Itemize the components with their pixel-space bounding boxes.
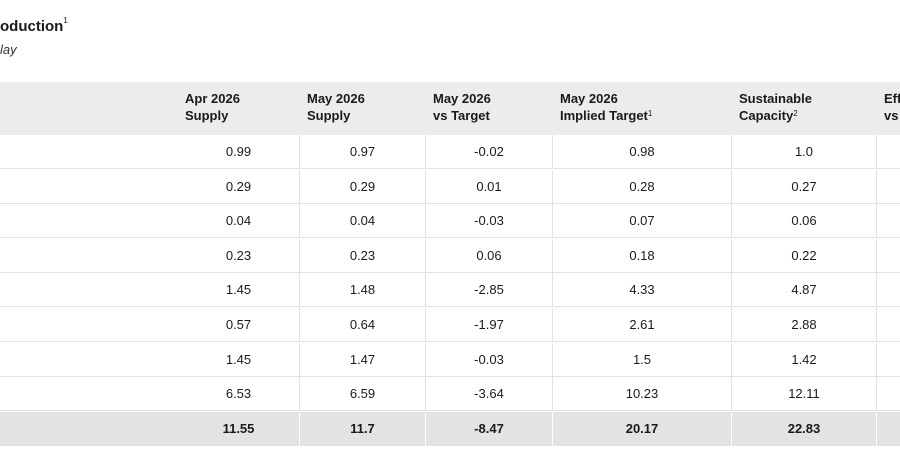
column-header: May 2026 Implied Target1: [560, 90, 652, 124]
table-cell: 1.48: [300, 273, 426, 308]
table-cell-empty: [877, 273, 900, 308]
table-cell: 0.06: [426, 238, 553, 273]
table-cell: 0.07: [553, 204, 732, 239]
table-cell: -3.64: [426, 377, 553, 412]
table-cell: 0.27: [732, 169, 877, 204]
header-line: Supply: [185, 108, 229, 123]
column-header: May 2026 Supply: [307, 90, 365, 124]
column-header: Eff vs: [884, 90, 900, 124]
row-separator: [0, 271, 178, 273]
table-cell-empty: [877, 343, 900, 377]
header-line: Supply: [307, 108, 351, 123]
table-cell: 1.45: [178, 273, 300, 308]
table-cell: -1.97: [426, 308, 553, 342]
header-footnote: 1: [647, 109, 653, 118]
table-cell: 0.57: [178, 308, 300, 342]
table-cell: -0.03: [426, 204, 553, 239]
table-cell: 22.83: [732, 412, 877, 446]
table-cell-empty: [877, 170, 900, 204]
table-cell: -0.02: [426, 135, 553, 169]
table-cell: 1.5: [553, 342, 732, 377]
header-background: [0, 82, 900, 135]
header-line: vs: [884, 108, 899, 123]
header-footnote: 2: [793, 109, 798, 118]
table-cell: 10.23: [553, 377, 732, 412]
row-separator: [0, 375, 178, 377]
table-cell: 0.23: [178, 238, 300, 273]
table-cell: 0.99: [178, 135, 300, 169]
header-line: Apr 2026: [185, 91, 240, 106]
table-cell: 4.87: [732, 273, 877, 308]
column-header: May 2026 vs Target: [433, 90, 491, 124]
table-cell-empty: [877, 204, 900, 239]
table-cell: 0.23: [300, 238, 426, 273]
row-separator: [0, 168, 178, 169]
title-footnote: 1: [63, 16, 68, 25]
table-cell: 0.18: [553, 238, 732, 273]
table-cell: 20.17: [553, 412, 732, 446]
table-cell: -8.47: [426, 412, 553, 446]
table-cell-empty: [877, 308, 900, 342]
row-separator: [0, 341, 178, 342]
table-cell: 0.29: [178, 169, 300, 204]
table-cell: 1.0: [732, 135, 877, 169]
table-cell-empty: [877, 135, 900, 169]
table-cell: 11.55: [178, 412, 300, 446]
table-cell: 0.29: [300, 169, 426, 204]
column-header: Apr 2026 Supply: [185, 90, 240, 124]
row-separator: [0, 306, 178, 308]
table-cell: 0.04: [178, 204, 300, 239]
table-cell-empty: [877, 412, 900, 446]
table-cell: 11.7: [300, 412, 426, 446]
title-text: oduction: [0, 18, 64, 35]
table-cell: 6.53: [178, 377, 300, 412]
title: oduction1: [0, 16, 68, 35]
row-separator: [0, 410, 178, 412]
table-cell: -2.85: [426, 273, 553, 308]
column-header: Sustainable Capacity2: [739, 90, 812, 124]
header-line: Capacity: [739, 108, 794, 123]
table-cell-empty: [877, 239, 900, 273]
header-line: May 2026: [433, 91, 491, 106]
table-cell: -0.03: [426, 342, 553, 377]
header-line: Eff: [884, 91, 900, 106]
header-line: May 2026: [307, 91, 365, 106]
row-separator: [0, 202, 178, 204]
table-cell: 0.04: [300, 204, 426, 239]
table-cell: 1.42: [732, 342, 877, 377]
table-cell: 0.97: [300, 135, 426, 169]
header-line: May 2026: [560, 91, 618, 106]
table-cell: 0.28: [553, 169, 732, 204]
table-cell: 6.59: [300, 377, 426, 412]
header-line: Sustainable: [739, 91, 812, 106]
table-cell: 0.98: [553, 135, 732, 169]
header-line: vs Target: [433, 108, 490, 123]
table-cell-empty: [877, 377, 900, 412]
table-cell: 0.06: [732, 204, 877, 239]
table-cell: 2.88: [732, 308, 877, 342]
table-cell: 0.22: [732, 238, 877, 273]
total-background: [0, 412, 900, 446]
table-cell: 2.61: [553, 308, 732, 342]
table-cell: 1.45: [178, 342, 300, 377]
table-cell: 0.01: [426, 169, 553, 204]
table-cell: 0.64: [300, 308, 426, 342]
table-cell: 1.47: [300, 342, 426, 377]
row-separator: [0, 237, 178, 239]
table-cell: 12.11: [732, 377, 877, 412]
table-cell: 4.33: [553, 273, 732, 308]
header-line: Implied Target: [560, 108, 648, 123]
subtitle: lay: [0, 42, 17, 57]
